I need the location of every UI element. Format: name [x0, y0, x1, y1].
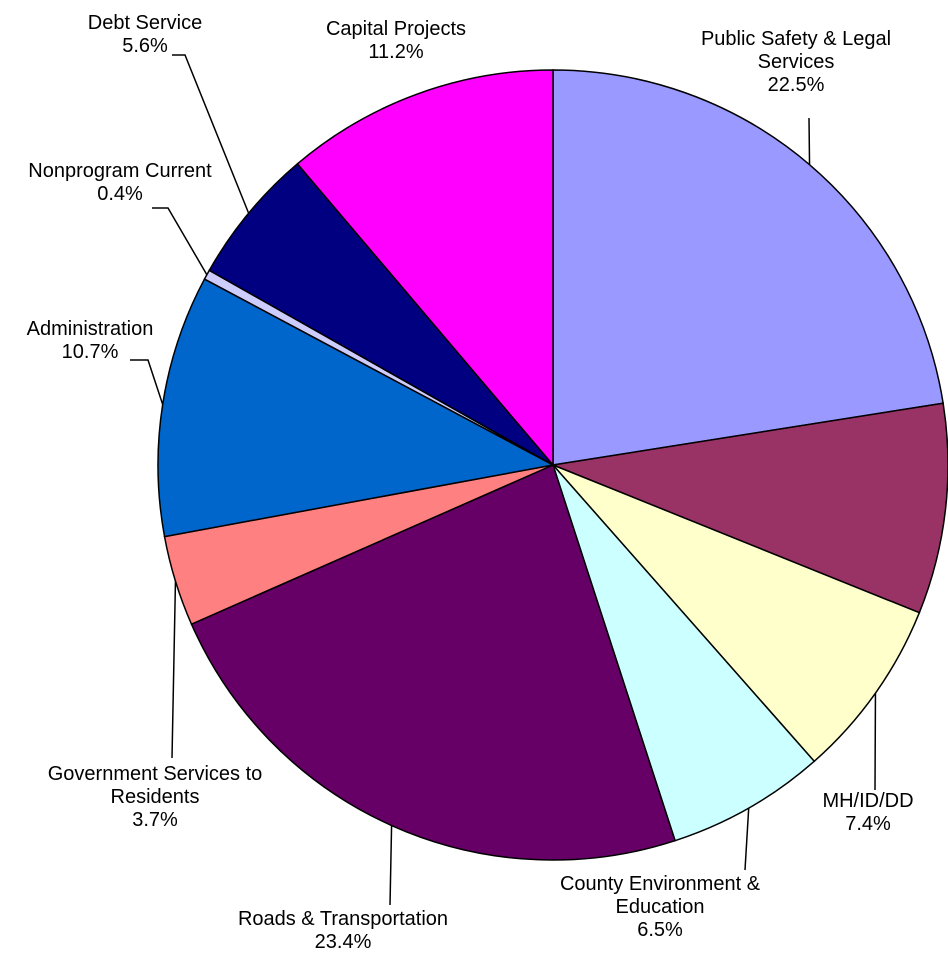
- value-label: 3.7%: [5, 809, 305, 832]
- value-label: 10.7%: [5, 341, 175, 364]
- leader-line: [172, 581, 175, 758]
- leader-line: [745, 808, 749, 870]
- value-label: 5.6%: [70, 35, 220, 58]
- leader-line: [809, 118, 810, 165]
- value-label: 0.4%: [0, 183, 240, 206]
- value-label: 11.2%: [296, 41, 496, 64]
- category-label: Administration: [5, 318, 175, 341]
- category-label: County Environment & Education: [530, 873, 790, 919]
- category-label: Public Safety & Legal Services: [666, 28, 926, 74]
- category-label: Roads & Transportation: [203, 908, 483, 931]
- value-label: 23.4%: [203, 931, 483, 954]
- pie-slice: [553, 70, 943, 465]
- value-label: 7.4%: [808, 813, 928, 836]
- category-label: Capital Projects: [296, 18, 496, 41]
- leader-line: [130, 360, 163, 404]
- category-label: MH/ID/DD: [808, 790, 928, 813]
- leader-line: [152, 208, 207, 275]
- category-label: Debt Service: [70, 12, 220, 35]
- value-label: 6.5%: [530, 919, 790, 942]
- category-label: Government Services to Residents: [5, 763, 305, 809]
- category-label: Nonprogram Current: [0, 160, 240, 183]
- leader-line: [390, 826, 392, 905]
- value-label: 22.5%: [666, 74, 926, 97]
